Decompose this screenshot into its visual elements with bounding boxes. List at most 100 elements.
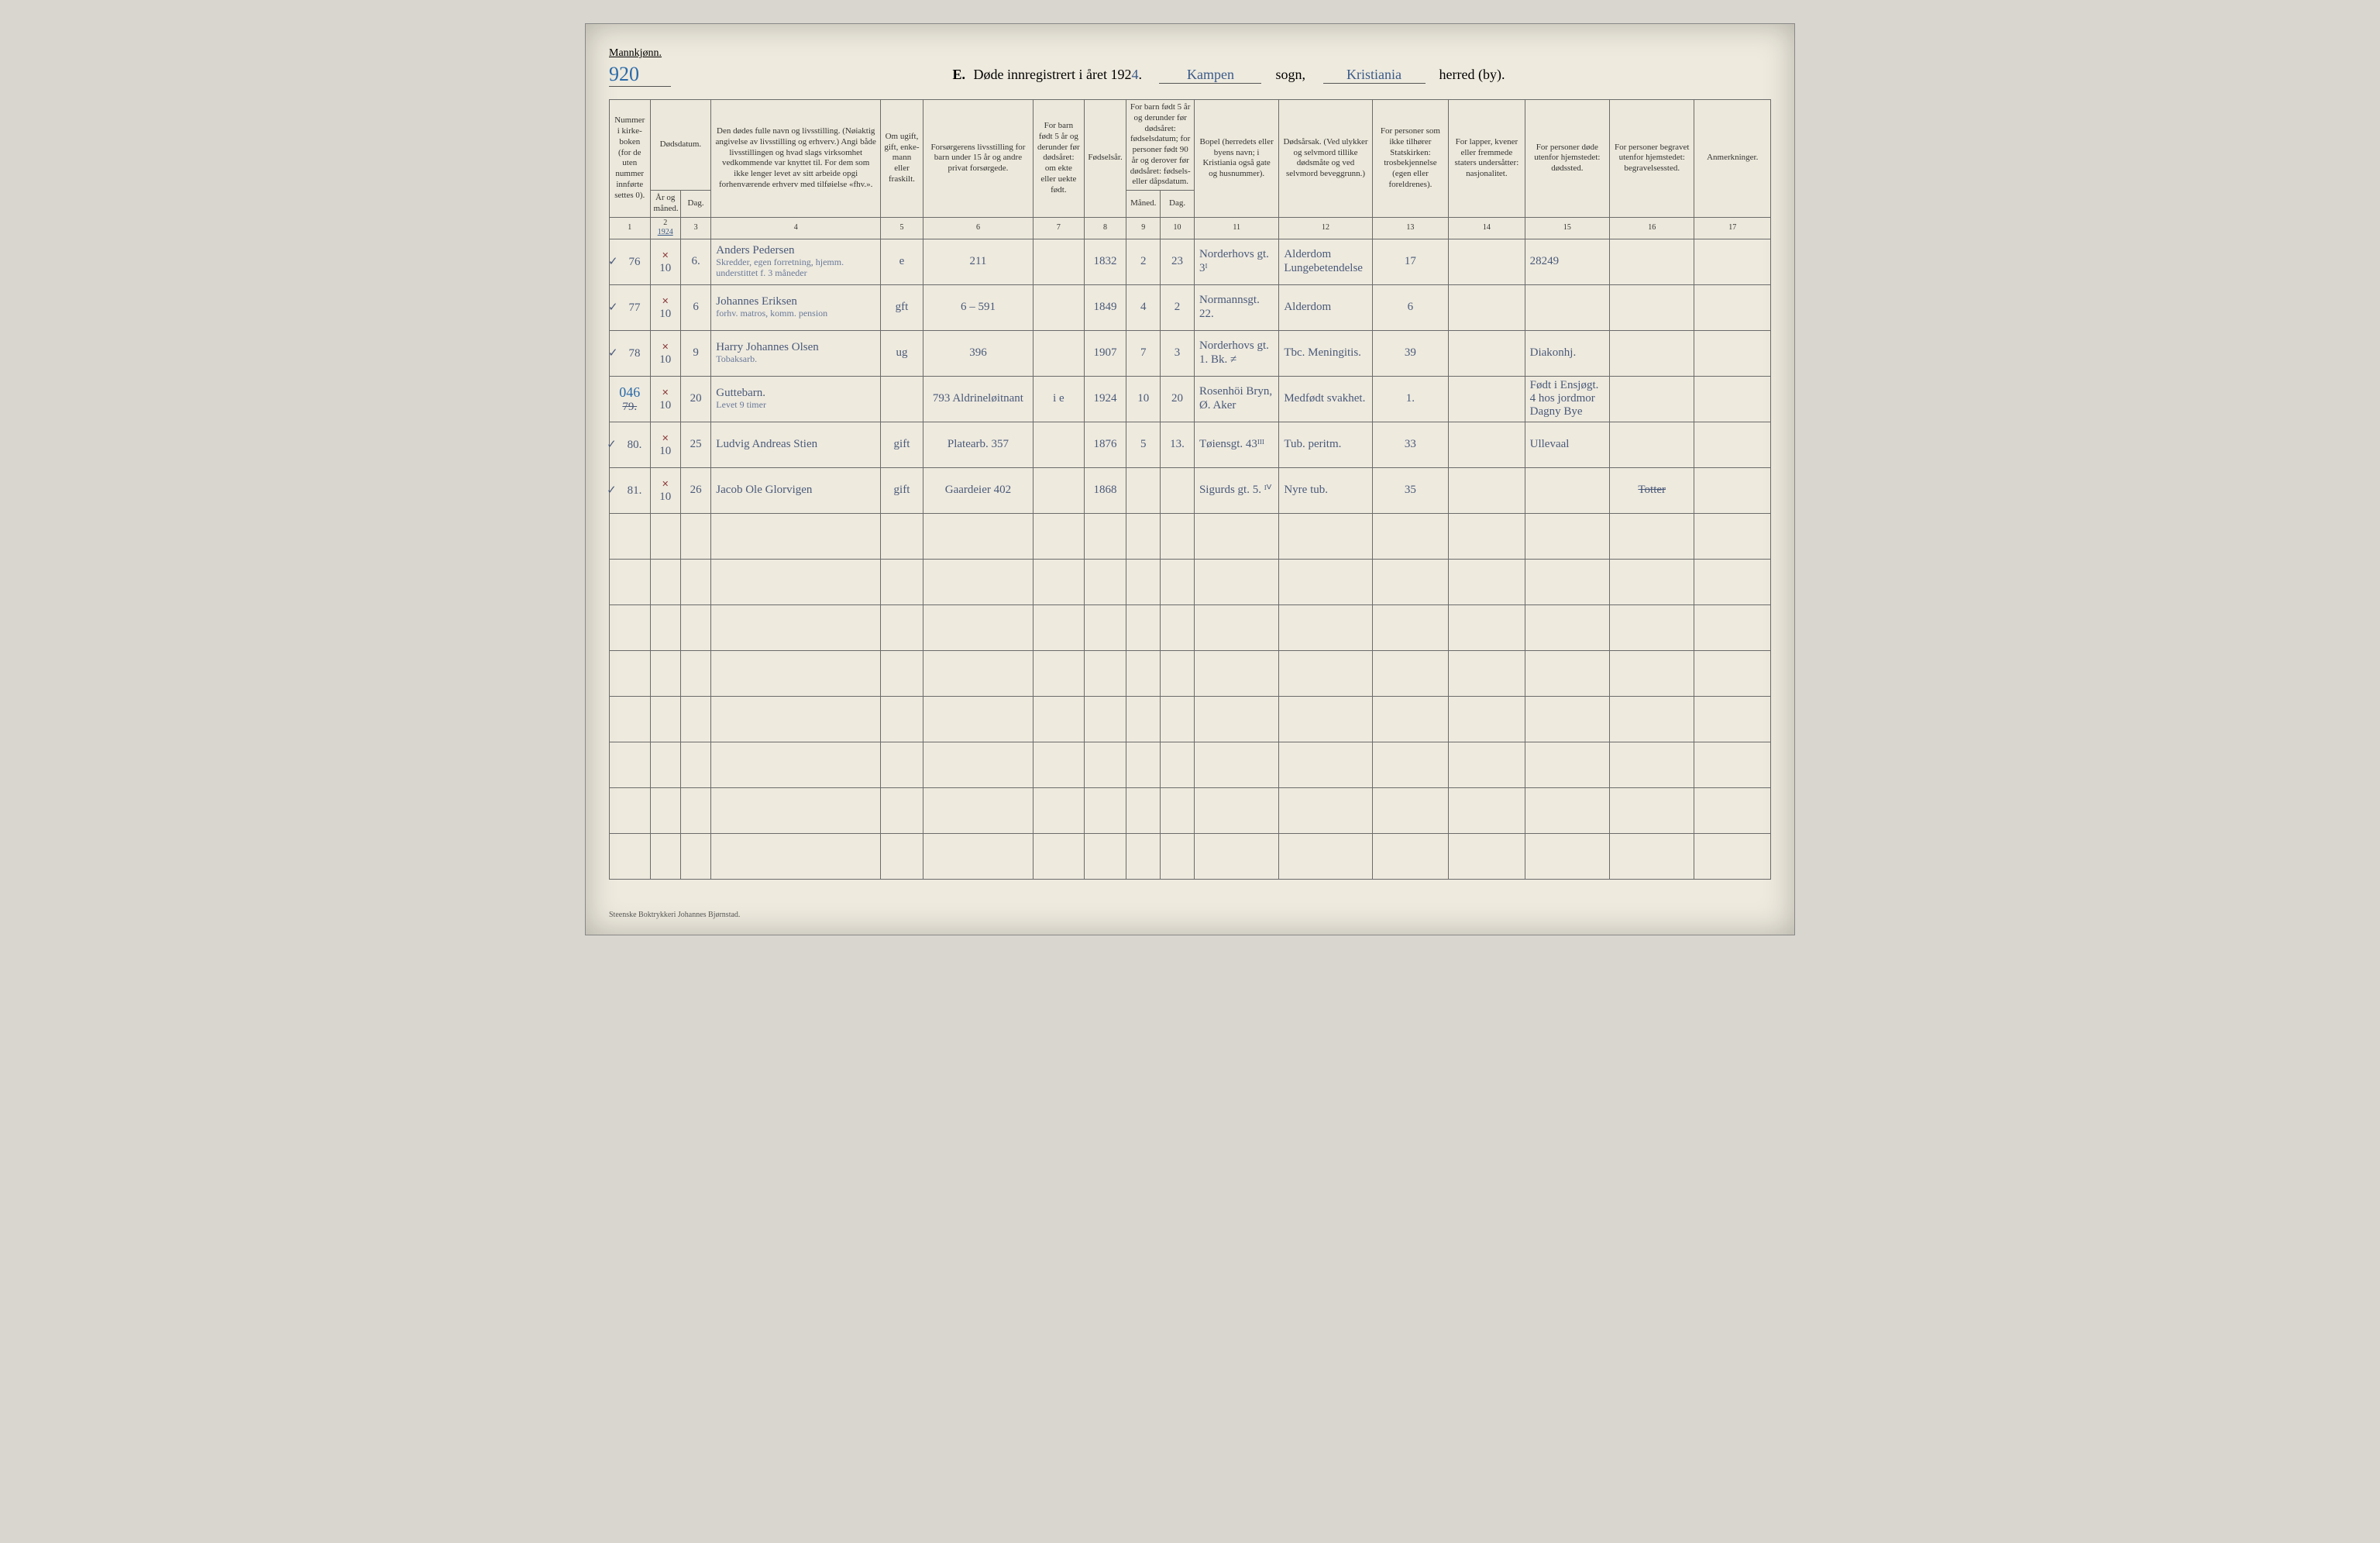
cell <box>1372 559 1448 604</box>
cell <box>1161 650 1195 696</box>
colnum: 12 <box>1279 217 1372 239</box>
cell <box>1525 696 1609 742</box>
cell: Ullevaal <box>1525 422 1609 467</box>
cell <box>1084 604 1126 650</box>
cell <box>1372 604 1448 650</box>
cell: Platearb. 357 <box>923 422 1033 467</box>
cell: Medfødt svakhet. <box>1279 376 1372 422</box>
cell <box>1194 604 1278 650</box>
cell <box>1525 833 1609 879</box>
cell <box>923 787 1033 833</box>
colnum: 9 <box>1126 217 1161 239</box>
table-head: Nummer i kirke­boken (for de uten nummer… <box>610 100 1771 239</box>
colnum: 2 1924 <box>650 217 680 239</box>
cell <box>1034 559 1085 604</box>
cell <box>1525 650 1609 696</box>
cell <box>1449 604 1525 650</box>
cell <box>1194 696 1278 742</box>
cell: Alderdom Lungebetendelse <box>1279 239 1372 284</box>
cell: Rosenhöi Bryn, Ø. Aker <box>1194 376 1278 422</box>
cell <box>1449 833 1525 879</box>
col-4-header: Den dødes fulle navn og livsstilling. (N… <box>711 100 881 218</box>
cell: Johannes Eriksenforhv. matros, komm. pen… <box>711 284 881 330</box>
col-9-sub: Måned. <box>1126 191 1161 218</box>
cell <box>881 650 923 696</box>
cell <box>1694 376 1771 422</box>
cell <box>1449 787 1525 833</box>
death-register-table: Nummer i kirke­boken (for de uten nummer… <box>609 99 1771 880</box>
cell <box>711 833 881 879</box>
cell: 7 <box>1126 330 1161 376</box>
district-name: Kristiania <box>1323 67 1426 84</box>
cell: 9 <box>680 330 710 376</box>
cell <box>1449 650 1525 696</box>
cell <box>1034 604 1085 650</box>
cell <box>1279 513 1372 559</box>
col-2-sub1: År og måned. <box>650 191 680 218</box>
cell <box>881 513 923 559</box>
cell: i e <box>1034 376 1085 422</box>
table-row-empty <box>610 650 1771 696</box>
cell <box>1610 787 1694 833</box>
cell <box>1694 604 1771 650</box>
table-row-empty <box>610 604 1771 650</box>
cell <box>1525 742 1609 787</box>
cell: Harry Johannes OlsenTobaksarb. <box>711 330 881 376</box>
cell <box>1449 559 1525 604</box>
cell <box>650 696 680 742</box>
cell <box>711 513 881 559</box>
cell <box>1034 833 1085 879</box>
cell <box>610 604 651 650</box>
cell: Ludvig Andreas Stien <box>711 422 881 467</box>
cell <box>1126 742 1161 787</box>
col-2a-header: Dødsdatum. <box>650 100 711 191</box>
table-row-empty <box>610 696 1771 742</box>
col-2-sub2: Dag. <box>680 191 710 218</box>
cell <box>1034 467 1085 513</box>
cell <box>680 696 710 742</box>
cell: gift <box>881 422 923 467</box>
cell: Jacob Ole Glorvigen <box>711 467 881 513</box>
cell: Alderdom <box>1279 284 1372 330</box>
cell: ✓80. <box>610 422 651 467</box>
cell <box>1449 422 1525 467</box>
cell <box>1084 787 1126 833</box>
cell: Guttebarn.Levet 9 timer <box>711 376 881 422</box>
cell <box>1610 422 1694 467</box>
cell <box>1610 513 1694 559</box>
cell <box>1279 696 1372 742</box>
cell: 28249 <box>1525 239 1609 284</box>
cell: 04679. <box>610 376 651 422</box>
cell: ✓81. <box>610 467 651 513</box>
cell <box>1372 742 1448 787</box>
year-sep: . <box>1138 67 1142 82</box>
cell <box>1694 422 1771 467</box>
cell <box>680 604 710 650</box>
table-row: ✓78✕109Harry Johannes OlsenTobaksarb.ug3… <box>610 330 1771 376</box>
cell <box>1610 239 1694 284</box>
cell: 5 <box>1126 422 1161 467</box>
cell: 6 <box>1372 284 1448 330</box>
table-row: ✓76✕106.Anders PedersenSkredder, egen fo… <box>610 239 1771 284</box>
cell <box>1034 742 1085 787</box>
cell <box>610 650 651 696</box>
cell <box>1610 284 1694 330</box>
cell <box>1084 696 1126 742</box>
table-row: ✓77✕106Johannes Eriksenforhv. matros, ko… <box>610 284 1771 330</box>
cell <box>1694 696 1771 742</box>
cell <box>1126 787 1161 833</box>
cell <box>1610 742 1694 787</box>
cell <box>1161 833 1195 879</box>
table-row-empty <box>610 513 1771 559</box>
cell <box>1034 284 1085 330</box>
cell <box>680 513 710 559</box>
cell: Gaardeier 402 <box>923 467 1033 513</box>
colnum-label: 2 <box>663 219 667 227</box>
cell <box>1126 696 1161 742</box>
cell <box>1449 239 1525 284</box>
col-5-header: Om ugift, gift, enke­mann eller fraskilt… <box>881 100 923 218</box>
cell <box>1372 833 1448 879</box>
cell <box>1694 513 1771 559</box>
cell: 35 <box>1372 467 1448 513</box>
cell <box>1279 742 1372 787</box>
